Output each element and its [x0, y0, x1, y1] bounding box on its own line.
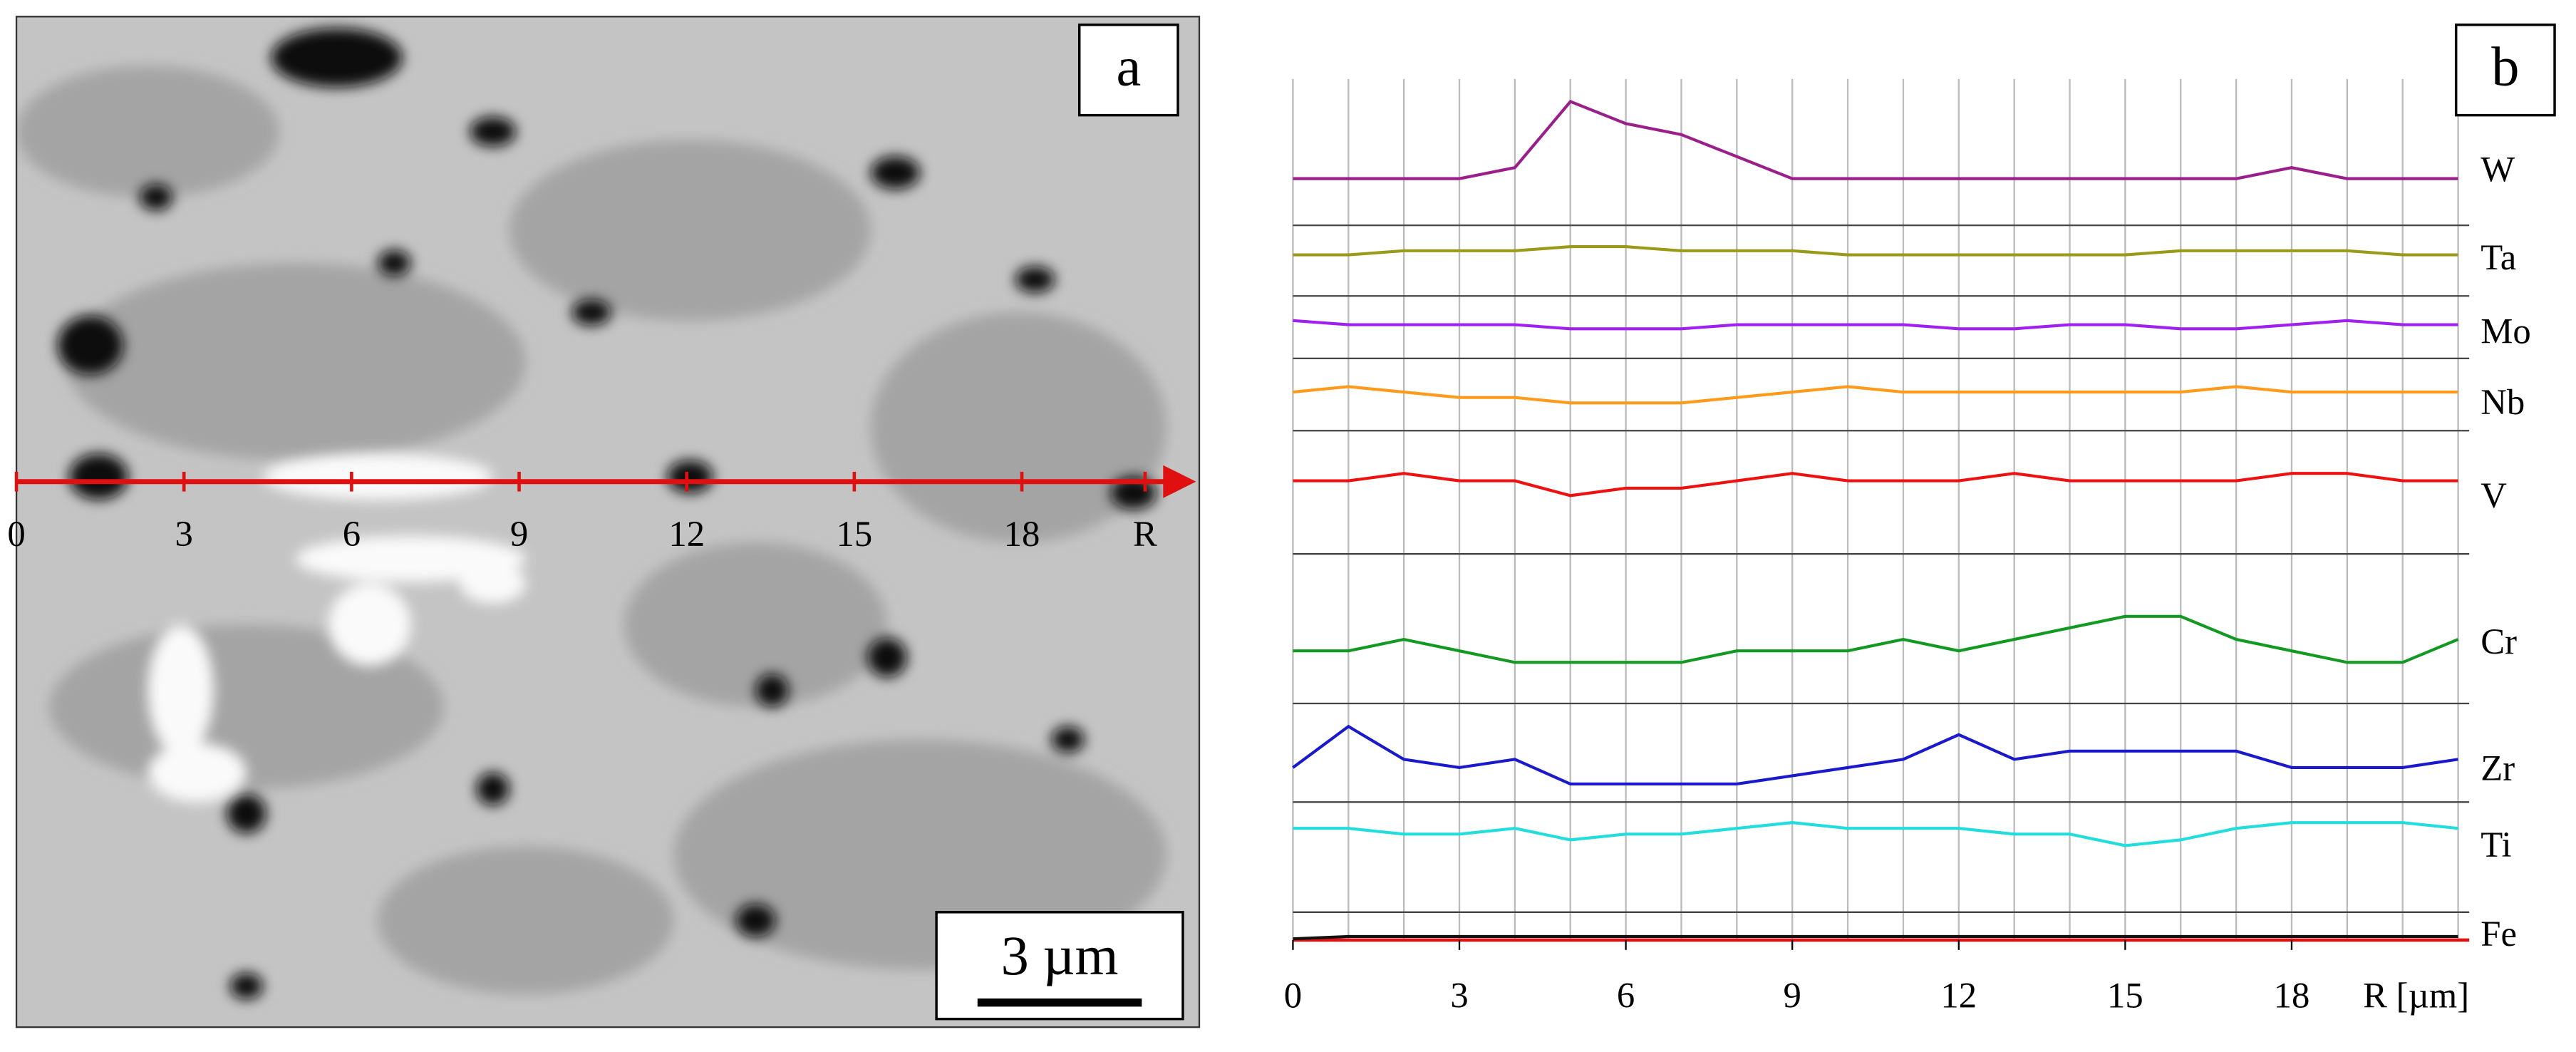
scan-label: 18 — [1004, 514, 1040, 554]
series-line — [1293, 100, 2458, 180]
scale-bar-label: 3 µm — [1001, 924, 1119, 986]
label-box — [2454, 24, 2556, 117]
series-line — [1293, 472, 2458, 497]
series-line — [1293, 244, 2458, 257]
series-label: Ti — [2481, 825, 2511, 865]
series-label: Ta — [2481, 237, 2516, 277]
x-tick-label: 18 — [2274, 976, 2310, 1016]
x-tick-label: 12 — [1940, 976, 1977, 1016]
scan-label: 9 — [510, 514, 528, 554]
series-line — [1293, 934, 2458, 941]
scan-label: R — [1133, 514, 1157, 554]
series-label: Zr — [2481, 748, 2515, 788]
series-label: Nb — [2481, 382, 2525, 422]
series-line — [1293, 821, 2458, 847]
x-axis-label: R [µm] — [2363, 976, 2469, 1016]
profile-chart: 0 3 6 9 12 15 18 R [µm] W Ta Mo Nb V Cr Zr Ti Fe — [1284, 78, 2531, 1016]
scan-label: 12 — [668, 514, 705, 554]
x-tick-label: 15 — [2107, 976, 2143, 1016]
series-line — [1293, 385, 2458, 405]
scan-arrow — [1163, 465, 1196, 498]
x-tick-label: 0 — [1284, 976, 1302, 1016]
scan-label: 15 — [836, 514, 872, 554]
scan-label: 0 — [7, 514, 25, 554]
scan-labels: 0 3 6 9 12 15 18 R — [7, 471, 1157, 554]
scan-label: 6 — [343, 514, 361, 554]
x-tick-label: 6 — [1617, 976, 1635, 1016]
series-label: W — [2481, 150, 2515, 190]
series-label: V — [2481, 475, 2507, 515]
series-label: Fe — [2481, 914, 2517, 954]
scan-label: 3 — [175, 514, 193, 554]
series-label: Cr — [2481, 622, 2517, 661]
panel-label: a — [1116, 36, 1141, 98]
x-tick-label: 3 — [1450, 976, 1468, 1016]
x-tick-label: 9 — [1784, 976, 1801, 1016]
series-line — [1293, 614, 2459, 664]
panel-label: b — [2491, 36, 2519, 98]
image-border — [15, 16, 1201, 1028]
label-box — [1077, 24, 1179, 117]
series-line — [1292, 724, 2458, 786]
series-line — [1293, 319, 2458, 331]
series-label: Mo — [2481, 311, 2530, 351]
